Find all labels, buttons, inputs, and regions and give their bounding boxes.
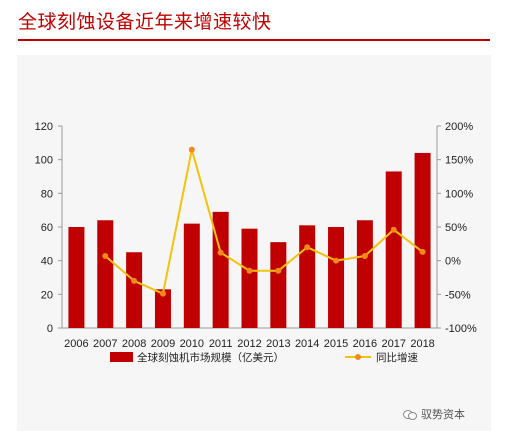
right-tick-label: 150% — [445, 155, 473, 167]
growth-point — [304, 244, 311, 251]
growth-point — [217, 249, 224, 256]
left-tick-label: 100 — [35, 155, 53, 167]
legend-swatch-bar — [110, 352, 133, 362]
wechat-icon — [403, 409, 417, 420]
right-tick-label: 0% — [445, 256, 461, 268]
bar — [154, 289, 171, 328]
x-tick-label: 2013 — [266, 338, 290, 350]
x-tick-label: 2015 — [324, 338, 348, 350]
left-tick-label: 80 — [41, 188, 53, 200]
right-tick-label: 100% — [445, 188, 473, 200]
growth-point — [361, 252, 368, 259]
x-tick-label: 2007 — [93, 338, 117, 350]
growth-point — [159, 290, 166, 297]
bar — [183, 223, 200, 328]
x-tick-label: 2018 — [410, 338, 434, 350]
growth-point — [419, 248, 426, 255]
watermark: 驭势资本 — [403, 406, 465, 422]
bar — [328, 227, 345, 328]
growth-point — [131, 277, 138, 284]
growth-point — [390, 226, 397, 233]
left-tick-label: 120 — [35, 121, 53, 133]
growth-point — [102, 252, 109, 259]
legend-label-bar: 全球刻蚀机市场规模（亿美元） — [137, 351, 284, 364]
growth-point — [246, 267, 253, 274]
watermark-text: 驭势资本 — [421, 408, 465, 421]
x-tick-label: 2016 — [353, 338, 377, 350]
growth-line — [104, 149, 424, 296]
bar — [299, 225, 316, 328]
bar — [241, 228, 258, 328]
bar — [385, 171, 402, 328]
bar — [270, 242, 287, 328]
legend-label-line: 同比增速 — [376, 351, 418, 364]
growth-point — [275, 267, 282, 274]
growth-point — [333, 257, 340, 264]
left-tick-label: 40 — [41, 256, 53, 268]
left-tick-label: 60 — [41, 222, 53, 234]
x-tick-label: 2011 — [209, 338, 233, 350]
x-tick-label: 2017 — [381, 338, 405, 350]
x-tick-label: 2006 — [64, 338, 88, 350]
x-tick-label: 2012 — [237, 338, 261, 350]
bar — [126, 252, 143, 328]
x-tick-label: 2009 — [151, 338, 175, 350]
bar — [414, 152, 431, 328]
x-tick-label: 2010 — [180, 338, 204, 350]
left-tick-label: 0 — [47, 323, 53, 335]
bar — [68, 227, 85, 328]
bar — [356, 220, 373, 328]
growth-point — [188, 146, 195, 153]
left-tick-label: 20 — [41, 289, 53, 301]
x-tick-label: 2008 — [122, 338, 146, 350]
legend-swatch-marker — [355, 354, 361, 360]
right-tick-label: -100% — [445, 323, 477, 335]
x-tick-label: 2014 — [295, 338, 319, 350]
chart-title: 全球刻蚀设备近年来增速较快 — [18, 11, 272, 33]
right-tick-label: -50% — [445, 289, 471, 301]
right-tick-label: 200% — [445, 121, 473, 133]
right-tick-label: 50% — [445, 222, 467, 234]
bar — [97, 220, 114, 328]
title-divider — [18, 39, 490, 41]
